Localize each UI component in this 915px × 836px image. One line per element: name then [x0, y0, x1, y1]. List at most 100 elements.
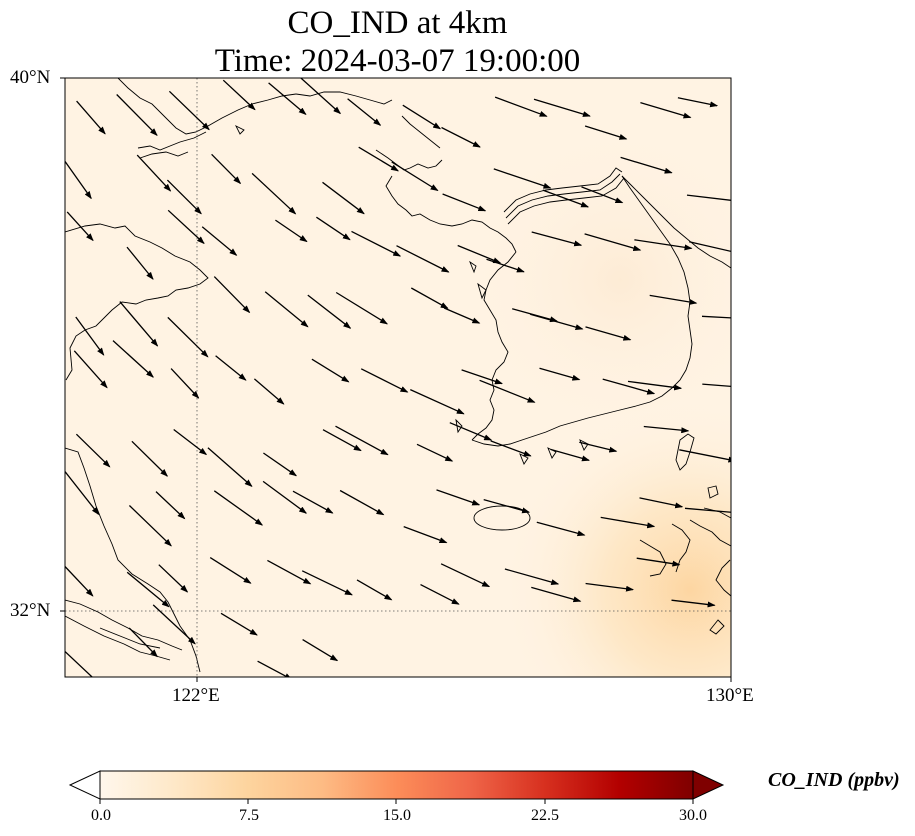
- wind-vector-arrow: [335, 291, 388, 325]
- wind-vector-arrow: [126, 246, 154, 280]
- wind-vector-arrow: [550, 448, 590, 462]
- concentration-field: [65, 78, 731, 677]
- wind-vector-arrow: [620, 156, 673, 174]
- wind-vector-arrow: [536, 521, 586, 537]
- wind-vector-arrow: [128, 627, 158, 658]
- wind-vector-arrow: [403, 525, 448, 544]
- axis-ticks: [60, 77, 732, 682]
- wind-vector-arrow: [391, 161, 439, 192]
- wind-vector-arrow: [65, 565, 94, 597]
- map-frame: [64, 77, 732, 678]
- wind-vector-arrow: [211, 153, 242, 185]
- wind-vector-arrow: [168, 90, 210, 131]
- colorbar-tick: 7.5: [239, 807, 259, 824]
- wind-vector-arrow: [73, 350, 108, 389]
- lon-tick-122e: 122°E: [172, 685, 220, 706]
- wind-vector-arrow: [436, 489, 481, 506]
- wind-vectors: [65, 78, 731, 677]
- wind-vector-arrow: [201, 226, 238, 256]
- wind-vector-arrow: [640, 101, 692, 119]
- wind-vector-arrow: [167, 316, 209, 358]
- wind-vector-arrow: [351, 230, 402, 257]
- wind-vector-arrow: [531, 586, 582, 603]
- wind-vector-arrow: [166, 179, 202, 215]
- wind-vector-arrow: [158, 564, 189, 593]
- wind-vector-arrow: [263, 452, 298, 477]
- wind-vector-arrow: [152, 604, 196, 645]
- wind-vector-arrow: [539, 367, 581, 381]
- wind-vector-arrow: [643, 425, 690, 434]
- wind-vector-arrow: [581, 186, 624, 204]
- wind-vector-arrow: [213, 490, 264, 526]
- wind-vector-arrow: [299, 78, 342, 115]
- colorbar-tick: 15.0: [383, 807, 411, 824]
- wind-vector-arrow: [335, 425, 389, 456]
- wind-vector-arrow: [677, 97, 719, 108]
- wind-vector-arrow: [420, 584, 460, 605]
- wind-vector-arrow: [533, 98, 591, 117]
- wind-vector-arrow: [75, 433, 111, 468]
- wind-vector-arrow: [701, 315, 731, 319]
- wind-vector-arrow: [136, 154, 172, 192]
- wind-vector-arrow: [636, 557, 681, 567]
- wind-vector-arrow: [689, 241, 731, 253]
- wind-vector-arrow: [322, 429, 362, 452]
- wind-vector-arrow: [356, 579, 393, 601]
- wind-vector-arrow: [679, 449, 731, 463]
- wind-vector-arrow: [585, 582, 634, 592]
- wind-vector-arrow: [155, 491, 186, 520]
- wind-vector-arrow: [441, 126, 481, 148]
- wind-vector-arrow: [173, 428, 208, 456]
- wind-vector-arrow: [119, 301, 159, 347]
- colorbar-tick: 22.5: [531, 807, 559, 824]
- wind-vector-arrow: [170, 368, 200, 399]
- wind-vector-arrow: [311, 358, 350, 383]
- wind-vector-arrow: [396, 245, 450, 273]
- wind-vector-arrow: [585, 326, 632, 341]
- wind-vector-arrow: [220, 612, 258, 636]
- colorbar-tick: 30.0: [679, 807, 707, 824]
- wind-vector-arrow: [126, 571, 170, 608]
- wind-vector-arrow: [490, 440, 532, 457]
- wind-vector-arrow: [267, 559, 312, 585]
- wind-vector-arrow: [542, 189, 590, 208]
- wind-vector-arrow: [339, 489, 385, 516]
- wind-vector-arrow: [410, 287, 449, 309]
- wind-vector-arrow: [530, 313, 584, 330]
- wind-vector-arrow: [257, 660, 293, 677]
- wind-vector-arrow: [322, 181, 365, 215]
- wind-vector-arrow: [702, 383, 731, 388]
- wind-vector-arrow: [579, 441, 618, 453]
- wind-vector-arrow: [262, 480, 308, 514]
- wind-vector-arrow: [213, 276, 251, 314]
- wind-vector-arrow: [486, 258, 525, 273]
- map-time: Time: 2024-03-07 19:00:00: [214, 43, 581, 79]
- wind-vector-arrow: [347, 98, 382, 126]
- wind-vector-arrow: [65, 160, 92, 200]
- wind-vector-arrow: [307, 294, 352, 329]
- wind-vector-arrow: [264, 291, 309, 328]
- wind-vector-arrow: [275, 219, 308, 243]
- wind-vector-arrow: [639, 497, 684, 509]
- wind-vector-arrow: [684, 507, 731, 513]
- gridlines: [65, 78, 731, 677]
- wind-vector-arrow: [584, 233, 642, 252]
- map-title: CO_IND at 4km: [287, 5, 508, 41]
- lon-tick-130e: 130°E: [706, 685, 754, 706]
- wind-vector-arrow: [131, 440, 169, 477]
- colorbar-bar: [99, 770, 694, 800]
- wind-vector-arrow: [75, 316, 105, 356]
- colorbar-extend-max: [692, 770, 725, 800]
- wind-vector-arrow: [251, 172, 297, 215]
- colorbar-label: CO_IND (ppbv): [768, 769, 900, 791]
- wind-vector-arrow: [116, 94, 158, 137]
- wind-vector-arrow: [301, 570, 353, 596]
- wind-vector-arrow: [442, 193, 487, 212]
- colorbar-tick: 0.0: [91, 807, 111, 824]
- wind-vector-arrow: [65, 650, 94, 677]
- wind-vector-arrow: [600, 516, 656, 529]
- wind-vector-arrow: [253, 378, 285, 405]
- wind-vector-arrow: [494, 96, 548, 117]
- wind-vector-arrow: [128, 505, 172, 547]
